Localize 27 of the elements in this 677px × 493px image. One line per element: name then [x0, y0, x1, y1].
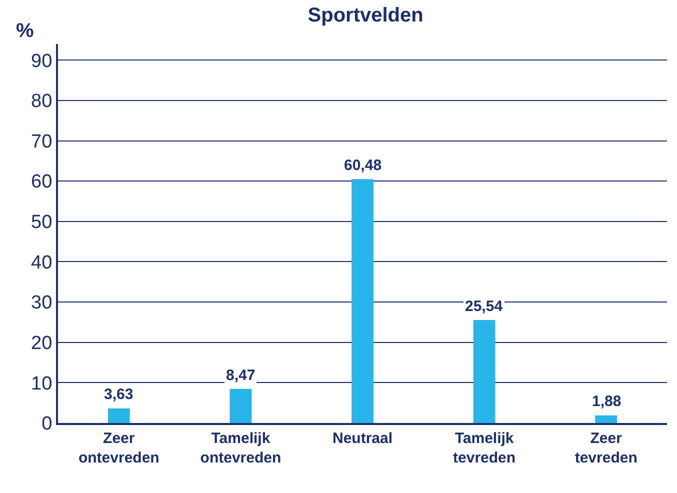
bar [473, 320, 496, 423]
y-tick-label: 30 [31, 292, 52, 314]
y-tick-label: 90 [31, 50, 52, 72]
y-tick-label: 10 [31, 373, 52, 394]
data-label: 60,48 [344, 157, 382, 174]
x-tick-label: Zeer ontevreden [78, 430, 160, 466]
data-label: 1,88 [592, 393, 622, 410]
y-tick-label: 20 [31, 333, 52, 354]
bar [595, 415, 618, 423]
x-tick-label: Neutraal [332, 430, 393, 447]
data-label: 25,54 [465, 298, 504, 315]
bar [230, 388, 252, 423]
y-tick-label: 0 [42, 414, 52, 435]
x-tick-label: Tamelijk ontevreden [200, 430, 282, 466]
x-tick-label: Zeer tevreden [574, 430, 638, 466]
data-label: 3,63 [104, 386, 134, 403]
chart-title: Sportvelden [308, 4, 424, 26]
y-tick-label: 70 [31, 131, 52, 152]
y-tick-label: 60 [31, 172, 52, 193]
y-tick-label: 50 [31, 212, 52, 234]
y-tick-label: 80 [31, 91, 52, 112]
x-tick-label: Tamelijk tevreden [453, 430, 516, 466]
y-axis-title: % [16, 20, 34, 42]
y-tick-label: 40 [31, 252, 52, 274]
bar [352, 179, 374, 423]
data-label: 8,47 [226, 367, 256, 384]
bar [108, 408, 130, 423]
